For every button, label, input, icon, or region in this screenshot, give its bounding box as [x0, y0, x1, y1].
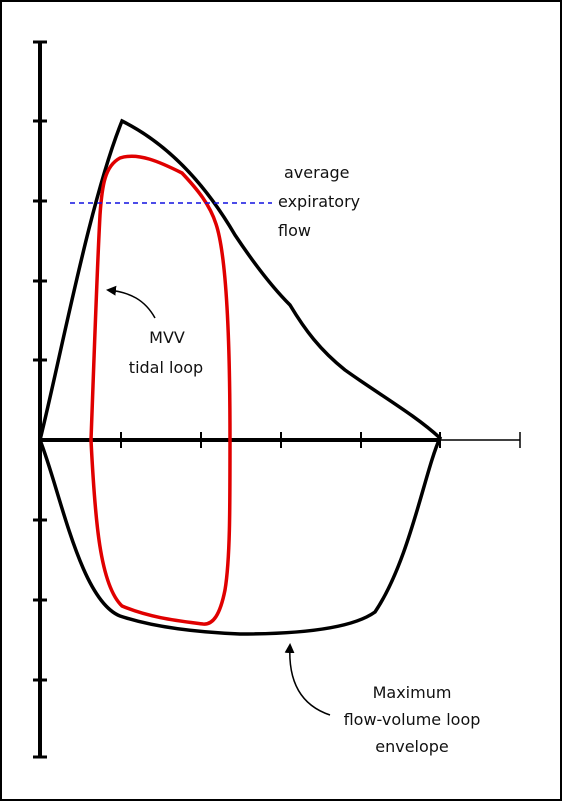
annotation-line: tidal loop	[129, 358, 203, 377]
arrow	[284, 643, 331, 716]
annotation-line: flow	[278, 221, 311, 240]
arrow	[106, 285, 156, 319]
annotation-line: average	[284, 163, 350, 182]
annotation-line: flow-volume loop	[344, 710, 481, 729]
annotation-line: MVV	[149, 328, 185, 347]
flow-volume-envelope	[38, 118, 443, 636]
annotation-line: envelope	[375, 737, 449, 756]
x-axis	[40, 432, 521, 448]
y-axis	[33, 40, 47, 759]
annotation-line: Maximum	[373, 683, 452, 702]
annotation-line: expiratory	[278, 192, 360, 211]
mvv-tidal-loop	[89, 154, 232, 626]
